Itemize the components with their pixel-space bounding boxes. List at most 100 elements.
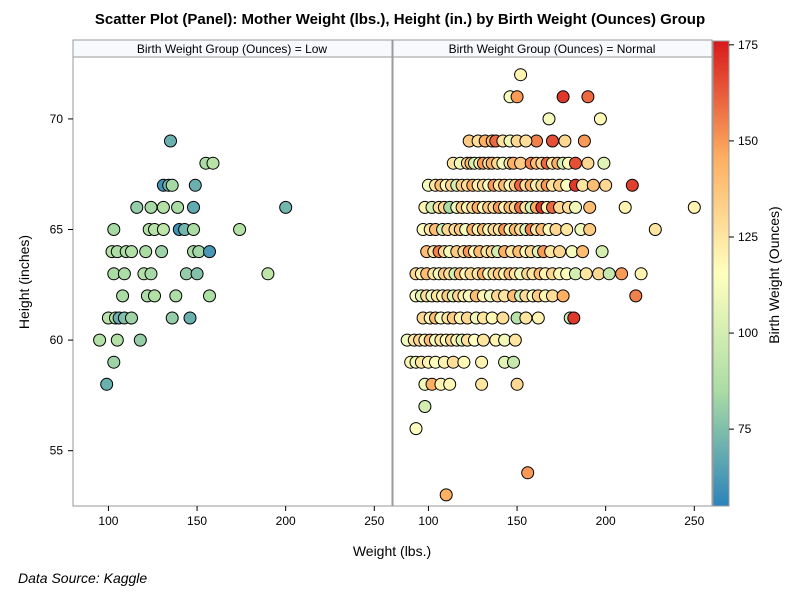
panel-low-frame [72,56,393,507]
scatter-point [443,377,457,391]
scatter-point [206,156,220,170]
scatter-point [615,267,629,281]
scatter-point [583,200,597,214]
scatter-point [648,223,662,236]
scatter-point [144,200,158,214]
scatter-point [510,377,524,391]
scatter-point [171,200,185,214]
scatter-point [618,200,632,214]
scatter-point [560,223,574,236]
x-tick-label: 100 [98,514,118,528]
x-axis-label: Weight (lbs.) [353,543,431,559]
scatter-point [595,245,609,259]
scatter-point [586,178,600,192]
scatter-point [581,156,595,170]
scatter-point [553,245,567,259]
scatter-point [187,200,200,214]
scatter-point [156,200,170,214]
scatter-point [164,134,177,148]
scatter-point [144,267,158,281]
panel-normal-label: Birth Weight Group (Ounces) = Normal [449,42,656,56]
scatter-point [148,289,161,303]
scatter-point [188,178,202,192]
scatter-point [519,134,533,148]
scatter-point [577,134,591,148]
scatter-point [593,112,607,126]
colorbar-tick-label: 150 [738,134,758,148]
scatter-point [261,267,275,281]
scatter-point [510,90,524,104]
scatter-point [558,134,572,148]
scatter-point [597,156,611,170]
chart-title: Scatter Plot (Panel): Mother Weight (lbs… [94,11,706,28]
scatter-point [100,377,114,391]
scatter-point [519,311,533,325]
panel-normal-frame [392,56,713,507]
scatter-point [569,200,582,214]
scatter-point [203,245,216,259]
x-tick-label: 250 [364,514,384,528]
x-tick-label: 150 [187,514,207,528]
scatter-point [476,333,490,347]
x-tick-label: 200 [596,514,616,528]
x-tick-label: 200 [276,514,296,528]
scatter-point [687,200,701,214]
scatter-point [569,156,582,170]
scatter-point [634,267,648,281]
scatter-point [93,333,107,347]
scatter-point [508,333,522,347]
scatter-point [107,223,121,236]
scatter-point [583,223,597,236]
scatter-point [116,289,130,303]
scatter-point [233,223,247,236]
y-tick-label: 65 [50,223,64,237]
scatter-point [602,267,616,281]
panel-normal-header [392,39,713,58]
scatter-point [514,68,528,82]
scatter-point [521,466,535,480]
scatter-point [475,377,489,391]
panel-low-header [72,39,393,58]
scatter-point [542,112,556,126]
colorbar-tick-label: 75 [738,422,752,436]
footnote: Data Source: Kaggle [18,570,148,586]
scatter-point [457,355,471,369]
colorbar-tick-label: 100 [738,326,758,340]
scatter-point [183,311,197,325]
scatter-point [187,223,200,236]
scatter-point [531,311,545,325]
scatter-point [579,267,593,281]
scatter-point [279,200,293,214]
scatter-point [165,178,179,192]
scatter-point [110,333,124,347]
y-axis-label: Height (inches) [16,235,32,329]
colorbar-tick-label: 175 [738,38,758,52]
scatter-point [507,355,520,369]
scatter-point [556,289,570,303]
panel-low-label: Birth Weight Group (Ounces) = Low [137,42,328,56]
y-tick-label: 55 [50,444,64,458]
scatter-point [567,311,581,325]
scatter-point [190,267,204,281]
scatter-point [130,200,144,214]
scatter-point [556,90,570,104]
scatter-point [133,333,147,347]
scatter-point [139,245,153,259]
scatter-point [599,178,613,192]
scatter-point [117,267,131,281]
x-tick-label: 250 [684,514,704,528]
x-tick-label: 100 [418,514,438,528]
scatter-point [475,355,489,369]
colorbar-label: Birth Weight (Ounces) [766,206,782,343]
scatter-point [409,422,423,436]
y-tick-label: 70 [50,112,64,126]
scatter-point [107,355,121,369]
scatter-point [496,311,510,325]
scatter-point [125,311,138,325]
scatter-point [179,267,193,281]
scatter-point [418,400,432,413]
scatter-point [581,90,595,104]
colorbar-tick-label: 125 [738,230,758,244]
scatter-point [156,223,170,236]
